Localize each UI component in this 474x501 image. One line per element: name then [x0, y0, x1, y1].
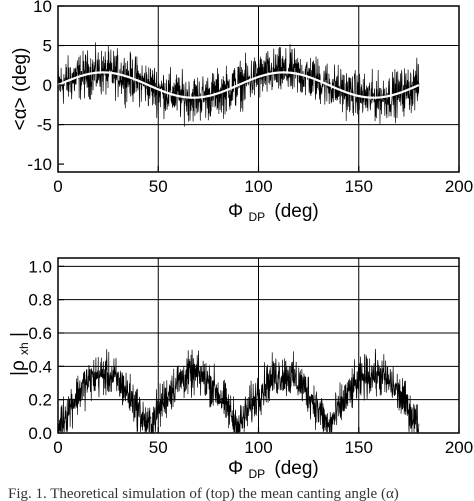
bottom-y-tick-label-2: 0.4	[28, 357, 52, 376]
top-x-tick-label-3: 150	[345, 177, 373, 196]
bottom-x-label-sub: DP	[248, 467, 265, 481]
bottom-y-tick-label-5: 1.0	[28, 257, 52, 276]
bottom-x-label-unit: (deg)	[274, 458, 318, 479]
bottom-y-label-main: |ρ	[8, 360, 29, 376]
top-x-tick-label-2: 100	[244, 177, 272, 196]
top-x-label-unit: (deg)	[274, 201, 318, 222]
bottom-y-tick-label-1: 0.2	[28, 391, 52, 410]
top-panel: 0 50 100 150 200 -10 -5 0 5 10 <α> (deg) Φ DP (de…	[10, 0, 473, 226]
top-noisy-series	[57, 42, 420, 127]
bottom-y-label-sub: xh	[17, 342, 31, 355]
bottom-y-tick-label-3: 0.6	[28, 324, 52, 343]
top-x-tick-label-4: 200	[445, 177, 473, 196]
bottom-x-tick-label-1: 50	[149, 438, 168, 457]
bottom-y-tick-label-4: 0.8	[28, 291, 52, 310]
top-y-tick-label-2: 0	[43, 76, 52, 95]
bottom-y-tick-label-0: 0.0	[28, 424, 52, 443]
bottom-noisy-series	[57, 348, 420, 434]
top-y-tick-label-1: -5	[37, 116, 52, 135]
bottom-x-axis-label: Φ DP (deg)	[228, 458, 319, 483]
bottom-y-label-close: |	[8, 332, 29, 337]
top-y-tick-label-4: 10	[33, 0, 52, 16]
top-x-label-main: Φ	[228, 201, 243, 222]
top-x-label-sub: DP	[248, 210, 265, 224]
bottom-y-axis-label: |ρ xh |	[8, 332, 33, 376]
bottom-grid	[58, 258, 459, 433]
bottom-x-tick-label-2: 100	[244, 438, 272, 457]
top-x-tick-label-0: 0	[53, 177, 62, 196]
bottom-x-tick-label-0: 0	[53, 438, 62, 457]
top-y-tick-label-3: 5	[43, 37, 52, 56]
top-y-axis-label: <α> (deg)	[10, 48, 31, 131]
top-ticks: 0 50 100 150 200 -10 -5 0 5 10	[27, 0, 473, 196]
bottom-ticks: 0 50 100 150 200 0.0 0.2 0.4 0.6 0.8 1.0	[28, 257, 473, 457]
bottom-x-tick-label-4: 200	[445, 438, 473, 457]
bottom-x-label-main: Φ	[228, 458, 243, 479]
bottom-x-tick-label-3: 150	[345, 438, 373, 457]
top-y-tick-label-0: -10	[27, 155, 52, 174]
bottom-panel: 0 50 100 150 200 0.0 0.2 0.4 0.6 0.8 1.0 |ρ xh | Φ…	[8, 257, 473, 483]
top-grid	[58, 6, 459, 172]
figure-caption: Fig. 1. Theoretical simulation of (top) …	[8, 486, 399, 501]
top-x-tick-label-1: 50	[149, 177, 168, 196]
top-smooth-series	[57, 71, 420, 99]
top-x-axis-label: Φ DP (deg)	[228, 201, 319, 226]
